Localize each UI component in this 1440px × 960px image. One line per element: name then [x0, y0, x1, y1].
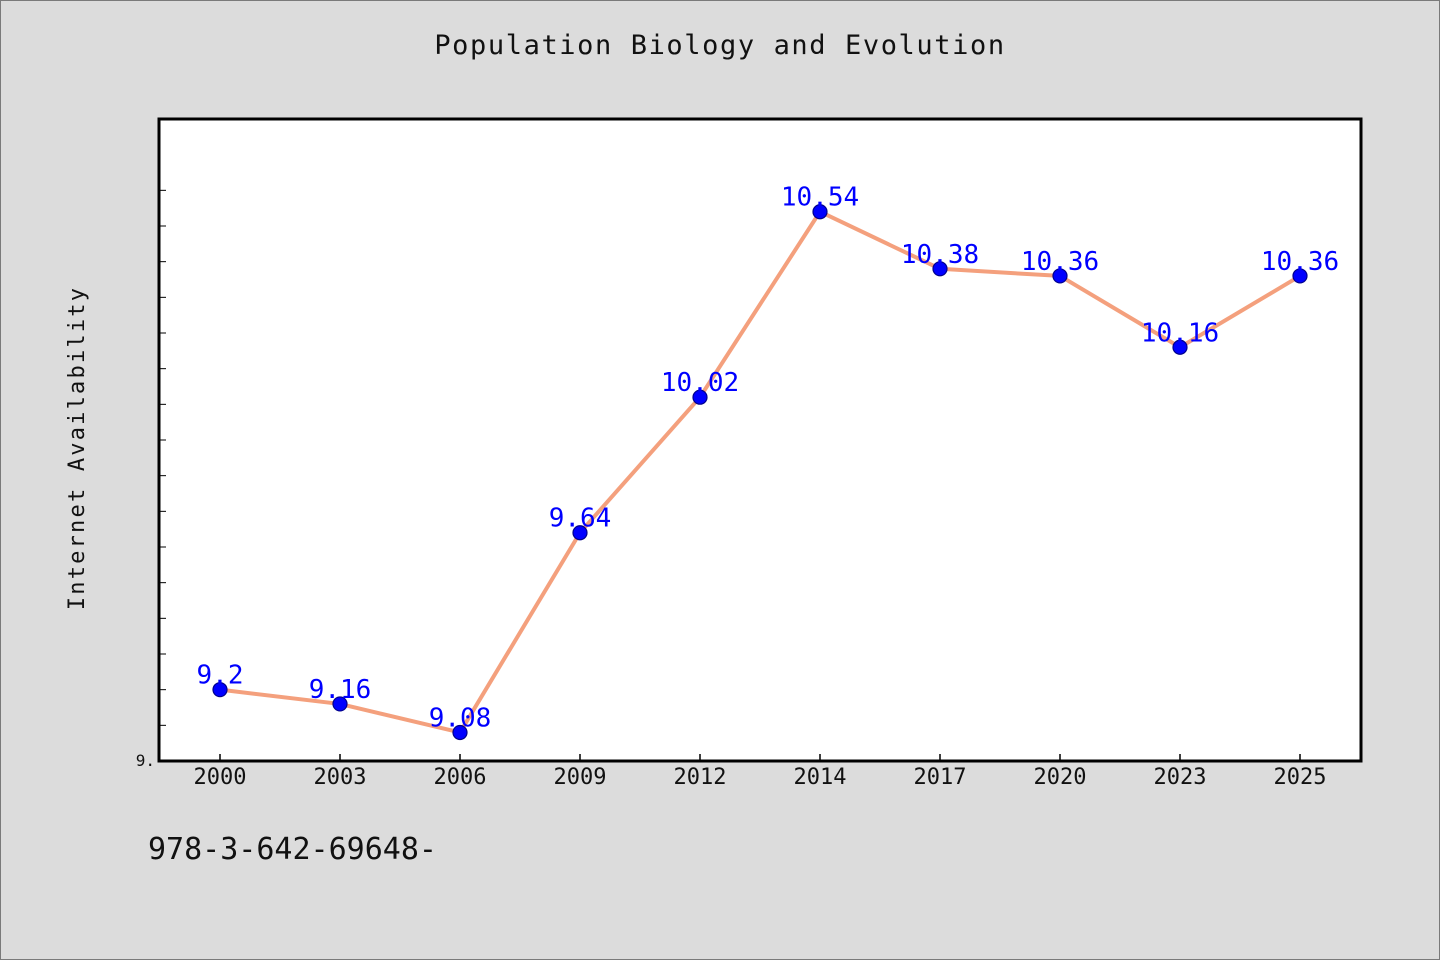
data-point — [212, 682, 228, 698]
data-point — [932, 261, 948, 277]
x-tick-label: 2017 — [914, 765, 967, 790]
x-tick-label: 2014 — [794, 765, 847, 790]
x-axis-tick-labels: 2000 2003 2006 2009 2012 2014 2017 2020 2023 2025 — [194, 765, 1327, 790]
data-markers — [212, 204, 1308, 741]
data-label: 10.38 — [901, 240, 979, 270]
x-axis-ticks — [219, 754, 1301, 761]
data-label: 10.54 — [781, 183, 859, 213]
plot-area — [157, 117, 1363, 763]
x-tick-label: 2020 — [1034, 765, 1087, 790]
x-tick-label: 2006 — [434, 765, 487, 790]
data-point — [332, 696, 348, 712]
footer-code: 978-3-642-69648- — [148, 832, 437, 867]
y-axis-minor-ticks — [159, 189, 166, 726]
data-point — [812, 204, 828, 220]
chart-title: Population Biology and Evolution — [434, 30, 1006, 61]
data-label: 10.36 — [1021, 247, 1099, 277]
data-point — [1052, 268, 1068, 284]
y-axis-label: Internet Availability — [65, 286, 90, 610]
y-tick-label: 9. — [136, 751, 155, 770]
data-label: 9.08 — [429, 703, 492, 733]
data-label: 9.64 — [549, 504, 612, 534]
data-point — [1292, 268, 1308, 284]
x-tick-label: 2003 — [314, 765, 367, 790]
y-axis-tick-labels: 9. — [136, 751, 155, 770]
data-label: 10.16 — [1141, 318, 1219, 348]
x-tick-label: 2023 — [1154, 765, 1207, 790]
data-label: 10.02 — [661, 368, 739, 398]
x-tick-label: 2000 — [194, 765, 247, 790]
data-labels: 9.2 9.16 9.08 9.64 10.02 10.54 10.38 10.36 10.16… — [197, 183, 1340, 734]
data-label: 9.16 — [309, 675, 372, 705]
x-tick-label: 2012 — [674, 765, 727, 790]
data-point — [452, 724, 468, 741]
series-line — [219, 209, 1302, 735]
x-tick-label: 2025 — [1274, 765, 1327, 790]
series-lines — [219, 209, 1302, 735]
data-point — [692, 389, 708, 405]
data-label: 10.36 — [1261, 247, 1339, 277]
data-point — [1172, 339, 1188, 355]
data-point — [572, 525, 588, 541]
x-tick-label: 2009 — [554, 765, 607, 790]
data-label: 9.2 — [197, 661, 244, 691]
